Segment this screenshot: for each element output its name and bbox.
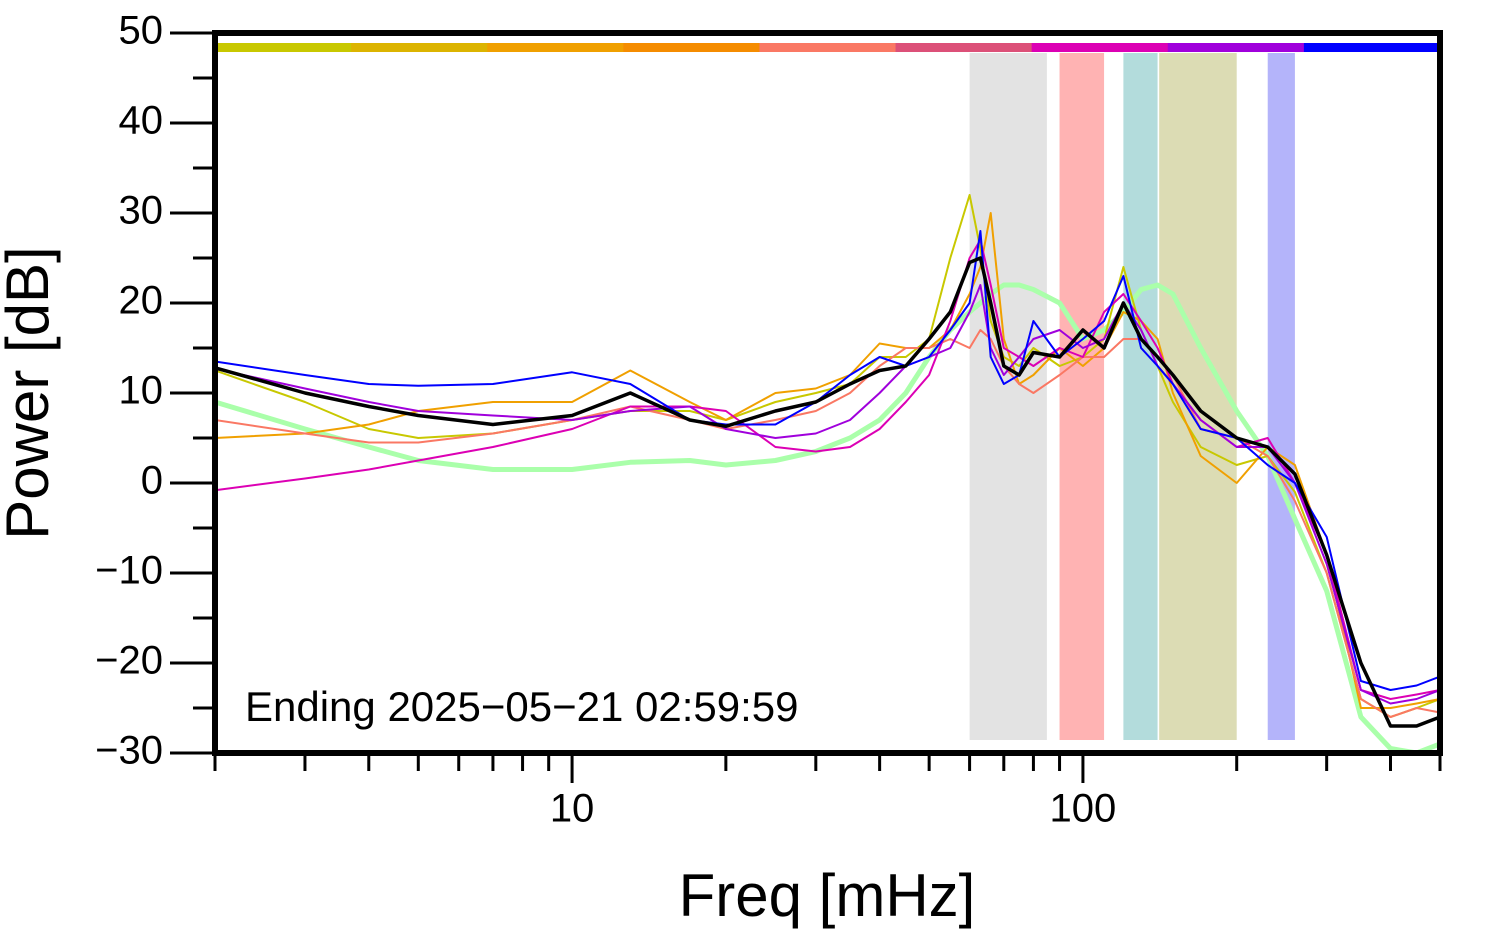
color-bar-segment <box>487 43 624 52</box>
series-line <box>215 230 1440 691</box>
y-tick-label: 20 <box>119 279 164 323</box>
annotation: Ending 2025−05−21 02:59:59 <box>245 683 799 730</box>
y-tick-label: 10 <box>119 369 164 413</box>
band <box>1123 53 1158 740</box>
x-tick-label: 100 <box>1050 787 1117 831</box>
y-tick-label: −30 <box>95 729 163 773</box>
lines <box>215 194 1440 753</box>
band <box>1059 53 1105 740</box>
color-bar-segment <box>351 43 488 52</box>
band <box>1267 53 1295 740</box>
color-bar-segment <box>623 43 760 52</box>
plot-frame <box>212 30 1443 756</box>
y-tick-label: −20 <box>95 639 163 683</box>
y-tick-label: 50 <box>119 9 164 53</box>
color-bar-segment <box>1167 43 1305 52</box>
bands <box>969 53 1295 740</box>
color-bar-segment <box>215 43 352 52</box>
color-bar-segment <box>1303 43 1441 52</box>
color-bar-segment <box>1031 43 1169 52</box>
series-line <box>215 239 1440 700</box>
y-axis-title: Power [dB] <box>0 246 61 539</box>
axes: −30 −20 −10 0 10 20 30 40 50 10 100 <box>95 9 1442 831</box>
series-line <box>215 256 1440 728</box>
band <box>969 53 1047 740</box>
series-line <box>215 282 1440 753</box>
color-bar-segment <box>759 43 897 52</box>
color-bar <box>215 43 1441 52</box>
series-line <box>215 284 1440 705</box>
x-axis-title: Freq [mHz] <box>679 862 976 929</box>
y-tick-label: 40 <box>119 99 164 143</box>
series-line <box>215 212 1440 709</box>
series-line <box>215 329 1440 718</box>
band <box>1159 53 1237 740</box>
color-bar-segment <box>895 43 1033 52</box>
x-tick-label: 10 <box>550 787 595 831</box>
y-tick-label: 0 <box>141 459 163 503</box>
y-tick-label: 30 <box>119 189 164 233</box>
y-tick-label: −10 <box>95 549 163 593</box>
